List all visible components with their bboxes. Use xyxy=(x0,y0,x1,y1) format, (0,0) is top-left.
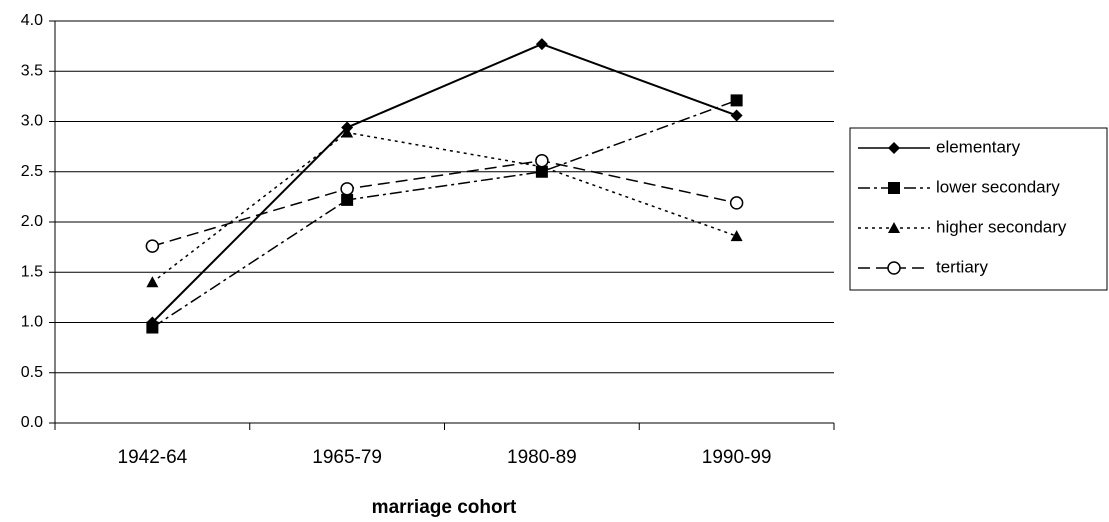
x-axis-title: marriage cohort xyxy=(372,497,517,518)
y-tick-label: 3.5 xyxy=(21,62,43,79)
legend-marker xyxy=(887,261,901,275)
series-line xyxy=(151,131,737,283)
marker xyxy=(146,276,159,288)
marker xyxy=(145,239,160,253)
y-tick-label: 0.5 xyxy=(21,364,43,381)
marker xyxy=(340,182,354,196)
marker xyxy=(535,38,548,51)
legend-marker xyxy=(888,182,900,194)
y-tick-label: 2.0 xyxy=(21,213,43,230)
x-tick-label: 1965-79 xyxy=(312,447,382,468)
x-tick-label: 1990-99 xyxy=(702,447,772,468)
marker xyxy=(341,126,354,138)
marker xyxy=(146,321,159,334)
series-line xyxy=(151,43,737,324)
series-line xyxy=(152,159,737,247)
marker xyxy=(730,94,743,107)
marker xyxy=(729,196,744,210)
legend-label: elementary xyxy=(936,137,1021,156)
x-tick-label: 1980-89 xyxy=(507,447,577,468)
legend-label: higher secondary xyxy=(936,217,1067,236)
y-tick-label: 4.0 xyxy=(21,12,43,29)
y-tick-label: 1.0 xyxy=(21,314,43,331)
y-tick-label: 0.0 xyxy=(21,414,43,431)
legend-marker xyxy=(888,142,900,154)
x-tick-label: 1942-64 xyxy=(118,447,188,468)
legend-label: lower secondary xyxy=(936,177,1060,196)
y-tick-label: 3.0 xyxy=(21,113,43,130)
y-tick-label: 1.5 xyxy=(21,263,43,280)
y-tick-label: 2.5 xyxy=(21,163,43,180)
marker xyxy=(730,109,743,122)
marker xyxy=(341,193,354,206)
legend-label: tertiary xyxy=(936,257,988,276)
marker xyxy=(730,230,743,242)
series-line xyxy=(151,99,737,329)
marker xyxy=(535,153,549,168)
legend-marker xyxy=(888,222,900,233)
